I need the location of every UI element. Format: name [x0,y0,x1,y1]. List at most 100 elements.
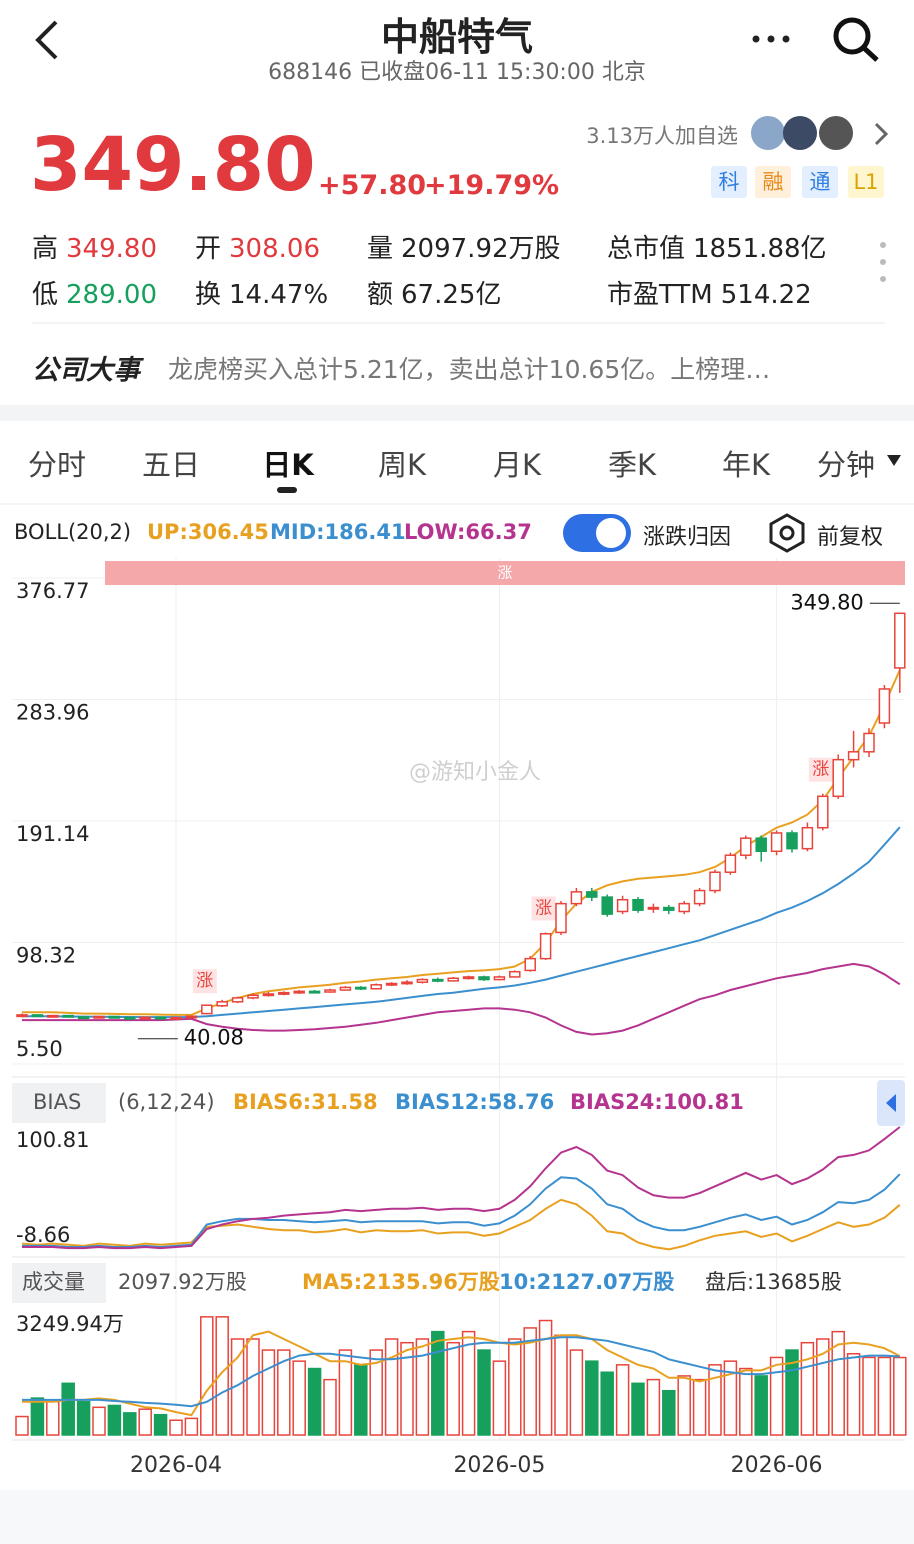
collapse-tab[interactable] [877,1080,905,1126]
y-tick-label: 283.96 [16,700,89,724]
volume-bar [662,1389,676,1436]
volume-bar [92,1406,106,1436]
stat: 额 67.25亿 [367,274,501,311]
candle-body [324,989,336,993]
volume-bar [30,1397,45,1436]
tab[interactable]: 季K [607,448,657,482]
panel-subtitle: (6,12,24) [118,1090,215,1114]
candle-body [709,871,721,892]
volume-bar [15,1415,29,1436]
stat: 量 2097.92万股 [367,228,561,265]
subtitle: 688146 已收盘06-11 15:30:00 北京 [268,60,646,85]
volume-bar [446,1341,460,1436]
stat-label: 总市值 [607,234,686,264]
tab[interactable]: 日K [262,448,314,482]
legend-entry: LOW:66.37 [404,520,532,544]
candle-body [47,1014,59,1018]
volume-bar [508,1338,522,1436]
stat-label: 市盈TTM [607,280,713,310]
volume-bar [384,1338,399,1436]
volume-bar [61,1382,75,1436]
tab[interactable]: 年K [721,448,771,482]
stat-label: 额 [367,280,394,310]
candle-body [77,1016,90,1020]
candle-body [370,984,382,990]
limit-band-label: 涨 [497,564,512,582]
candle-body [663,906,675,911]
stat: 高 349.80 [32,228,157,265]
y-tick-label: 191.14 [16,822,89,846]
candle-body [31,1014,44,1018]
legend-entry: MA5:2135.96万股 [302,1270,500,1294]
panel-subtitle: 2097.92万股 [118,1270,247,1294]
candle-body [616,898,629,913]
tab[interactable]: 五日 [141,448,200,482]
candle-body [216,1001,228,1007]
legend-entry: BIAS6:31.58 [233,1090,378,1114]
candle-body [401,981,413,985]
annotation-label: 40.08 [184,1026,244,1050]
watermark: @游知小金人 [409,760,541,785]
candle-body [847,751,860,761]
volume-bar [76,1401,91,1436]
x-tick-label: 2026-04 [130,1453,222,1478]
back-button[interactable] [35,20,58,60]
limit-up-marker: 涨 [535,898,552,918]
volume-bar [461,1330,476,1436]
legend-entry: BIAS12:58.76 [395,1090,554,1114]
badge: 科 [711,166,747,198]
stat-value: 349.80 [66,234,157,264]
series-line [22,1336,900,1408]
stat-value: 67.25亿 [401,280,502,310]
attribution-toggle-label[interactable]: 涨跌归因 [643,525,732,550]
tab[interactable]: 分时 [27,448,86,482]
tab-dropdown-icon[interactable] [887,455,901,466]
x-tick-label: 2026-06 [731,1453,823,1478]
volume-bar [646,1378,661,1436]
volume-bar [708,1364,722,1436]
volume-bar [739,1367,753,1436]
adjust-label[interactable]: 前复权 [817,525,884,550]
volume-bar [846,1353,861,1436]
more-button[interactable] [752,35,790,43]
candle-body [432,978,444,982]
candle-body [478,976,490,981]
panel-title: 成交量 [22,1270,85,1294]
followers[interactable]: 3.13万人加自选 [586,124,738,148]
volume-bar [677,1375,691,1436]
candle-body [62,1014,74,1018]
price-change-pct: +19.79% [424,170,560,201]
candle-body [308,990,321,994]
candle-body [770,832,783,853]
tab[interactable]: 周K [377,448,427,482]
toggle-switch[interactable] [563,514,631,552]
y-tick-label: 376.77 [16,579,89,603]
volume-bar [831,1330,845,1436]
volume-bar [46,1401,60,1436]
badge: 通 [802,166,838,198]
series-line [22,1126,901,1250]
followers-arrow[interactable] [874,122,889,146]
tab[interactable]: 月K [492,448,542,482]
volume-bar [523,1327,537,1436]
candle-body [693,889,706,905]
tab[interactable]: 分钟 [816,448,875,482]
stat: 开 308.06 [195,228,320,265]
candle-body [293,990,305,994]
news-text[interactable]: 龙虎榜买入总计5.21亿，卖出总计10.65亿。上榜理… [168,355,771,384]
candle-body [894,612,906,669]
settings-icon[interactable] [769,513,805,553]
candle-body [201,1004,213,1015]
volume-bar [600,1371,614,1436]
candle-body [462,976,475,980]
search-button[interactable] [833,17,879,62]
candle-body [647,906,660,910]
candle-body [93,1015,105,1019]
volume-bar [877,1356,892,1436]
candle-body [678,902,690,913]
candle-body [108,1015,121,1019]
stat-value: 14.47% [229,280,329,310]
volume-bar [215,1316,229,1436]
candle-body [570,891,583,905]
